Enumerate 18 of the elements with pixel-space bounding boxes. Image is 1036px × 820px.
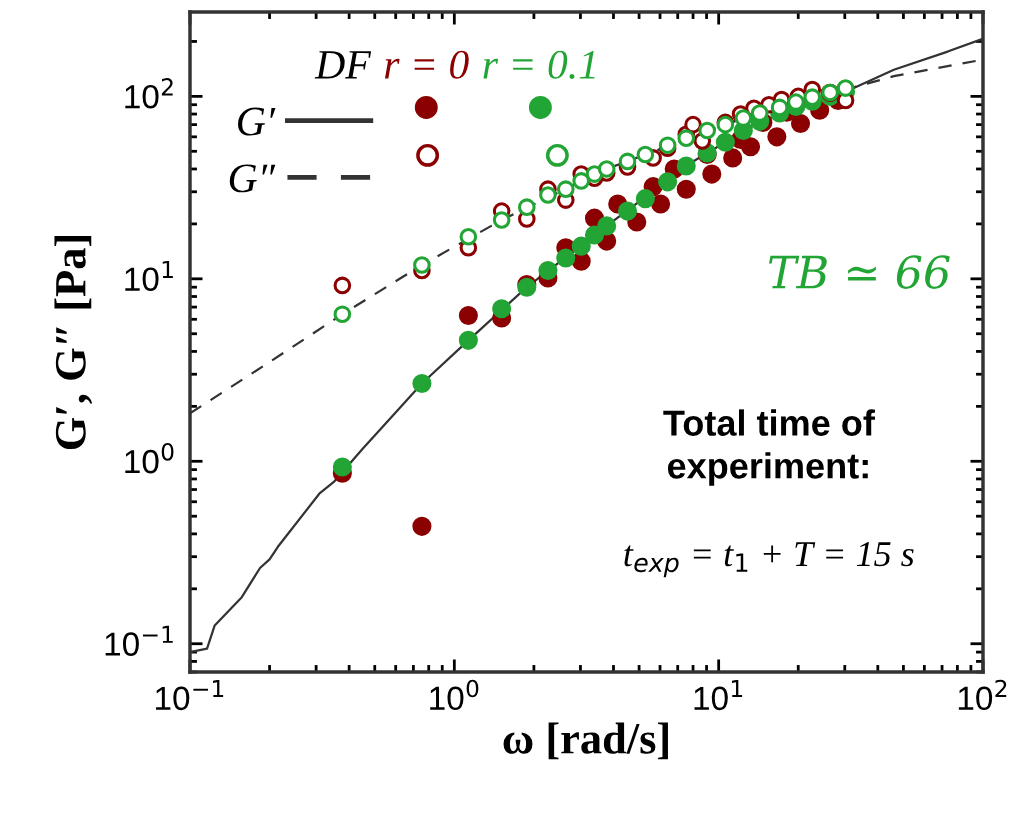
y-axis-title: G′, G″ [Pa] [54,236,93,450]
legend-title: DF [314,51,372,79]
y-tick-label: 10$^{−1}$ [105,625,173,656]
annotation: TB ≃ 66 [769,255,950,289]
annotation: t$_{exp}$ = t$_{1}$ + T = 15 s [624,542,914,578]
y-tick-label: 10$^{1}$ [125,260,173,291]
x-axis-title: ω [rad/s] [503,722,668,760]
text: r = 0.1 [483,50,595,80]
text: r = 0 [384,50,469,79]
x-tick-label: 10$^{−1}$ [156,680,224,711]
y-tick-label: 10$^{0}$ [125,443,174,474]
y-tick-label: 10$^{2}$ [125,78,173,109]
x-tick-label: 10$^{2}$ [958,679,1007,711]
annotation: Total time of experiment: [663,409,875,486]
x-tick-label: 10$^{0}$ [430,679,479,711]
legend-label: G′ [238,107,276,136]
x-tick-label: 10$^{1}$ [694,680,743,711]
legend-label: G″ [229,164,276,193]
